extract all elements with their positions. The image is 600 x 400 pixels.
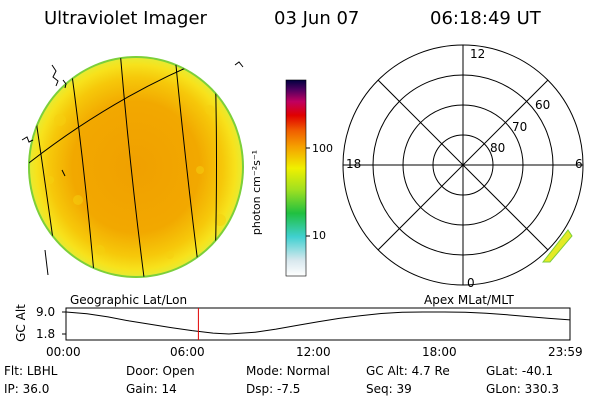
colorbar-tick-100: 100 [312,142,333,155]
mlt-label-0: 0 [467,276,475,290]
colorbar-tick-10: 10 [312,229,326,242]
polar-aurora-patch [541,229,573,263]
mlt-label-12: 12 [470,47,486,61]
timeline-y-label: GC Alt [13,304,28,342]
x-tick-2359: 23:59 [548,345,583,359]
status-mode: Mode: Normal [246,364,330,378]
status-glon: GLon: 330.3 [486,382,559,396]
x-tick-0600: 06:00 [170,345,205,359]
mlt-label-6: 6 [575,157,583,171]
status-ip: IP: 36.0 [4,382,50,396]
altitude-curve [65,311,571,335]
mlt-label-18: 18 [346,157,362,171]
colorbar-unit-label: photon cm⁻²s⁻¹ [250,149,264,236]
lat-label-80: 80 [490,141,506,155]
time-label: 06:18:49 UT [430,8,541,29]
x-tick-1200: 12:00 [296,345,331,359]
date-label: 03 Jun 07 [274,8,360,29]
earth-disk-image [21,56,244,278]
status-glat: GLat: -40.1 [486,364,553,378]
color-scale [285,79,310,277]
coastlines [21,61,244,276]
status-gc-alt: GC Alt: 4.7 Re [366,364,450,378]
status-filter: Flt: LBHL [4,364,58,378]
timeline-left-title: Geographic Lat/Lon [70,293,188,307]
lat-label-70: 70 [512,120,528,134]
x-tick-1800: 18:00 [422,345,457,359]
status-gain: Gain: 14 [126,382,177,396]
x-tick-0000: 00:00 [46,345,81,359]
timeline-right-title: Apex MLat/MLT [424,293,514,307]
status-dsp: Dsp: -7.5 [246,382,301,396]
status-door: Door: Open [126,364,195,378]
y-tick-high: 9.0 [36,305,56,319]
status-seq: Seq: 39 [366,382,412,396]
instrument-title: Ultraviolet Imager [44,8,207,29]
y-tick-low: 1.8 [36,327,56,341]
polar-plot [342,44,584,286]
lat-label-60: 60 [535,98,551,112]
timeline-plot [62,307,571,341]
